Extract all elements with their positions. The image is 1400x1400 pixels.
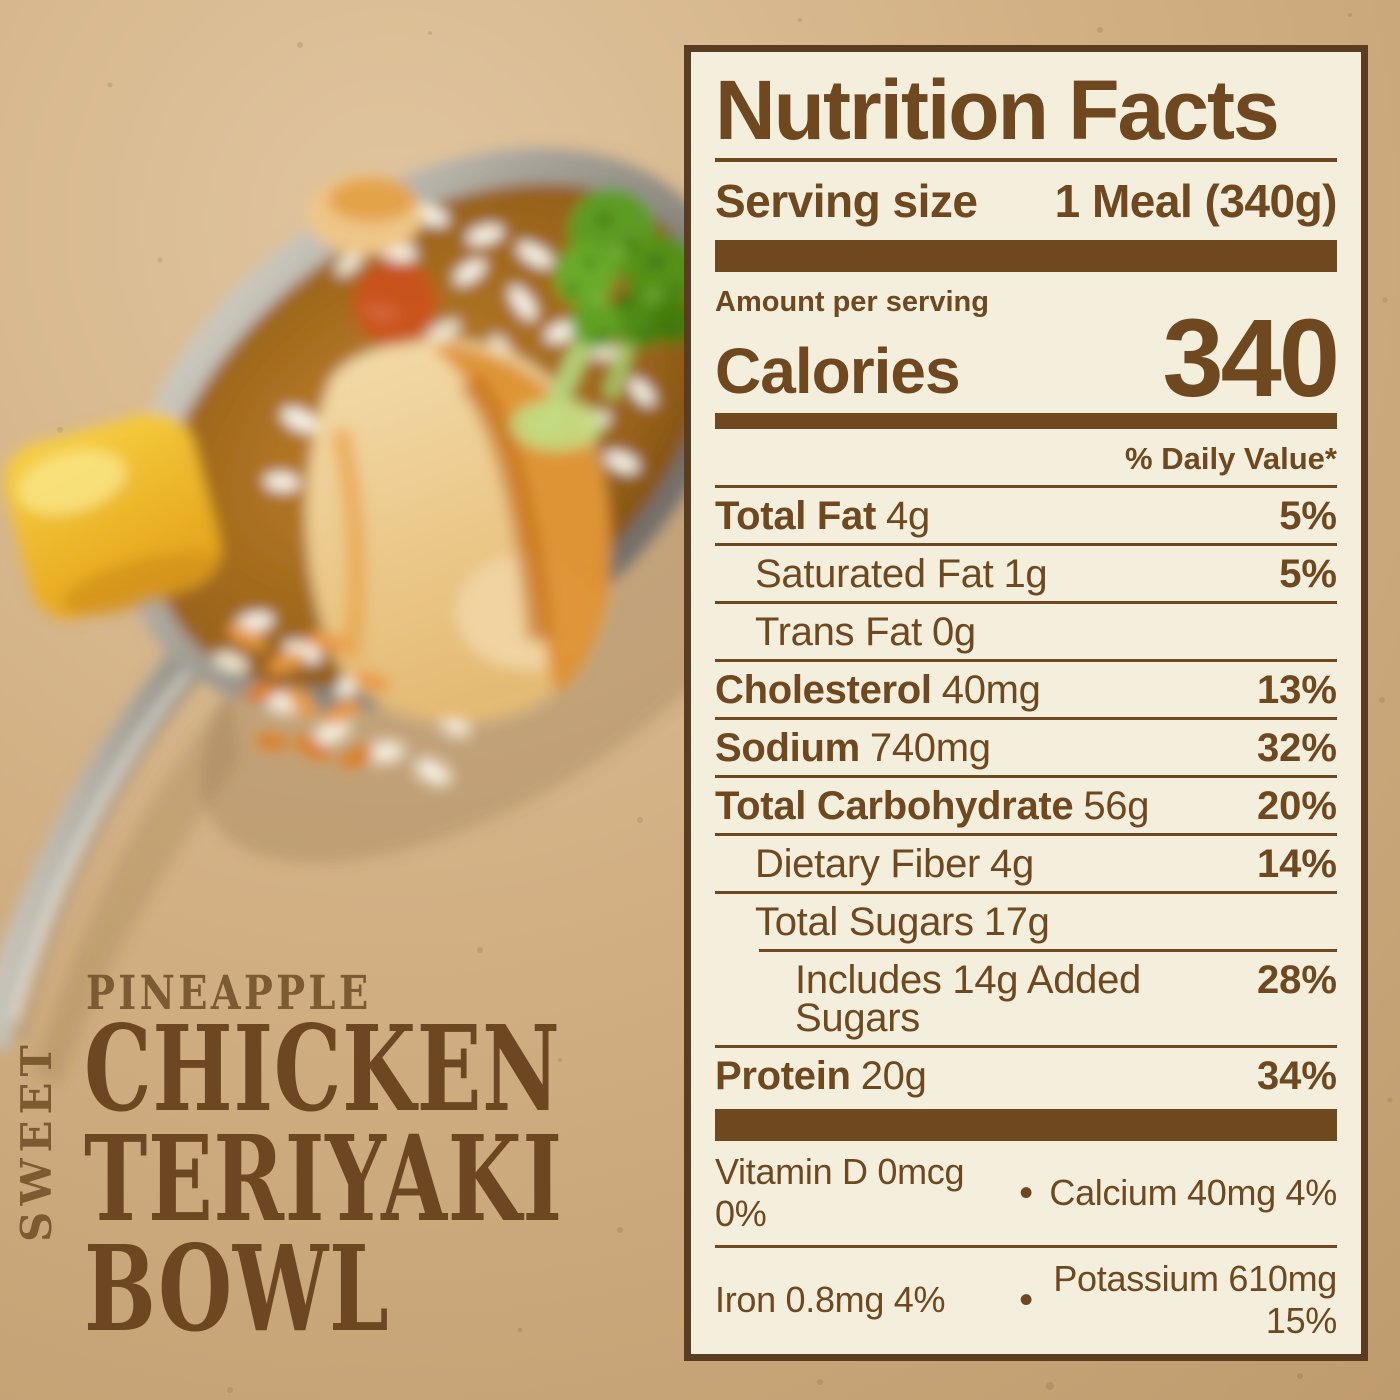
divider	[715, 1245, 1337, 1248]
nutrient-name: Protein	[715, 1054, 851, 1098]
nutrient-amount: 4g	[990, 842, 1034, 886]
nutrient-dv: 20%	[1256, 784, 1337, 828]
indented-divider	[759, 949, 1337, 952]
nutrient-name: Total Sugars	[755, 900, 974, 944]
calories-label: Calories	[715, 335, 961, 407]
product-name-line-1: CHICKEN	[84, 999, 561, 1138]
thick-divider-bar	[715, 1109, 1337, 1141]
nutrient-amount: 740mg	[869, 726, 991, 770]
nutrient-row-total-fat: Total Fat 4g 5%	[715, 488, 1337, 546]
nutrition-facts-panel: Nutrition Facts Serving size 1 Meal (340…	[684, 45, 1368, 1361]
micronutrient-row-2: Iron 0.8mg 4% • Potassium 610mg 15%	[715, 1248, 1337, 1352]
nutrient-amount: 4g	[886, 494, 930, 538]
divider	[715, 158, 1337, 162]
divider	[715, 485, 1337, 488]
nutrient-amount: 20g	[860, 1054, 927, 1098]
handle-highlight	[10, 667, 193, 1021]
nutrient-dv: 5%	[1279, 494, 1337, 538]
nutrient-dv: 13%	[1256, 668, 1337, 712]
nutrition-facts-title: Nutrition Facts	[715, 63, 1280, 157]
micronutrient-left: Vitamin D 0mcg 0%	[715, 1151, 965, 1234]
nutrient-row-trans-fat: Trans Fat 0g	[715, 604, 1337, 662]
nutrient-row-dietary-fiber: Dietary Fiber 4g 14%	[715, 836, 1337, 894]
nutrient-row-protein: Protein 20g 34%	[715, 1048, 1337, 1103]
nutrient-dv: 5%	[1279, 552, 1337, 596]
nutrient-amount: 17g	[983, 900, 1050, 944]
thin-divider-bar	[715, 1354, 1337, 1361]
product-name-line-3: BOWL	[84, 1219, 390, 1358]
style-text-vertical: SWEET	[12, 1039, 61, 1242]
micronutrient-left: Iron 0.8mg 4%	[715, 1279, 946, 1320]
nutrient-row-cholesterol: Cholesterol 40mg 13%	[715, 662, 1337, 720]
nutrient-row-added-sugars: Includes 14g Added Sugars 28%	[715, 952, 1337, 1045]
pineapple-chunk	[4, 412, 222, 619]
micronutrient-right: Calcium 40mg 4%	[1049, 1172, 1337, 1213]
micronutrient-row-1: Vitamin D 0mcg 0% • Calcium 40mg 4%	[715, 1141, 1337, 1245]
nutrient-name: Cholesterol	[715, 668, 932, 712]
nutrient-name: Saturated Fat	[755, 552, 994, 596]
calories-value: 340	[1162, 297, 1340, 420]
nutrient-name: Dietary Fiber	[755, 842, 981, 886]
product-name: CHICKEN TERIYAKI BOWL	[84, 999, 563, 1358]
nutrient-dv: 34%	[1256, 1054, 1337, 1098]
nutrient-name: Total Carbohydrate	[715, 784, 1074, 828]
serving-size-label: Serving size	[715, 175, 978, 227]
nutrient-amount: 0g	[931, 610, 976, 654]
bullet-separator: •	[1019, 1277, 1033, 1322]
serving-size-value: 1 Meal (340g)	[1054, 175, 1338, 227]
nutrient-name: Trans Fat	[755, 610, 922, 654]
amount-per-serving-label: Amount per serving	[715, 286, 989, 318]
medium-divider-bar	[715, 413, 1337, 429]
sauced-grains	[227, 624, 391, 769]
nutrient-row-sodium: Sodium 740mg 32%	[715, 720, 1337, 778]
serving-size-row: Serving size 1 Meal (340g)	[715, 162, 1338, 240]
nutrient-row-total-carbohydrate: Total Carbohydrate 56g 20%	[715, 778, 1337, 836]
broccoli-floret	[511, 188, 699, 451]
micronutrient-right: Potassium 610mg 15%	[1053, 1258, 1337, 1341]
spoon-with-food	[0, 148, 800, 1085]
daily-value-header: % Daily Value*	[1125, 441, 1337, 476]
flavor-text: PINEAPPLE	[86, 966, 372, 1021]
nutrient-row-total-sugars: Total Sugars 17g	[715, 894, 1337, 949]
nutrient-amount: 40mg	[941, 668, 1041, 712]
nutrient-dv: 32%	[1256, 726, 1337, 770]
nutrient-amount: 1g	[1003, 552, 1048, 596]
thick-divider-bar	[715, 240, 1337, 272]
handle-edge	[18, 666, 208, 1041]
nutrient-name: Total Fat	[715, 494, 876, 538]
divider	[715, 1045, 1337, 1048]
nutrient-row-saturated-fat: Saturated Fat 1g 5%	[715, 546, 1337, 604]
product-name-line-2: TERIYAKI	[84, 1109, 563, 1248]
nutrient-amount: 56g	[1083, 784, 1150, 828]
nutrient-name: Sodium	[715, 726, 860, 770]
handle-shadow	[32, 690, 240, 1085]
nutrient-dv: 28%	[1256, 958, 1337, 1002]
nutrient-dv: 14%	[1256, 842, 1337, 886]
calories-row: Calories 340	[715, 297, 1340, 420]
bullet-separator: •	[1019, 1170, 1033, 1215]
nutrient-name: Includes 14g Added Sugars	[795, 958, 1142, 1040]
